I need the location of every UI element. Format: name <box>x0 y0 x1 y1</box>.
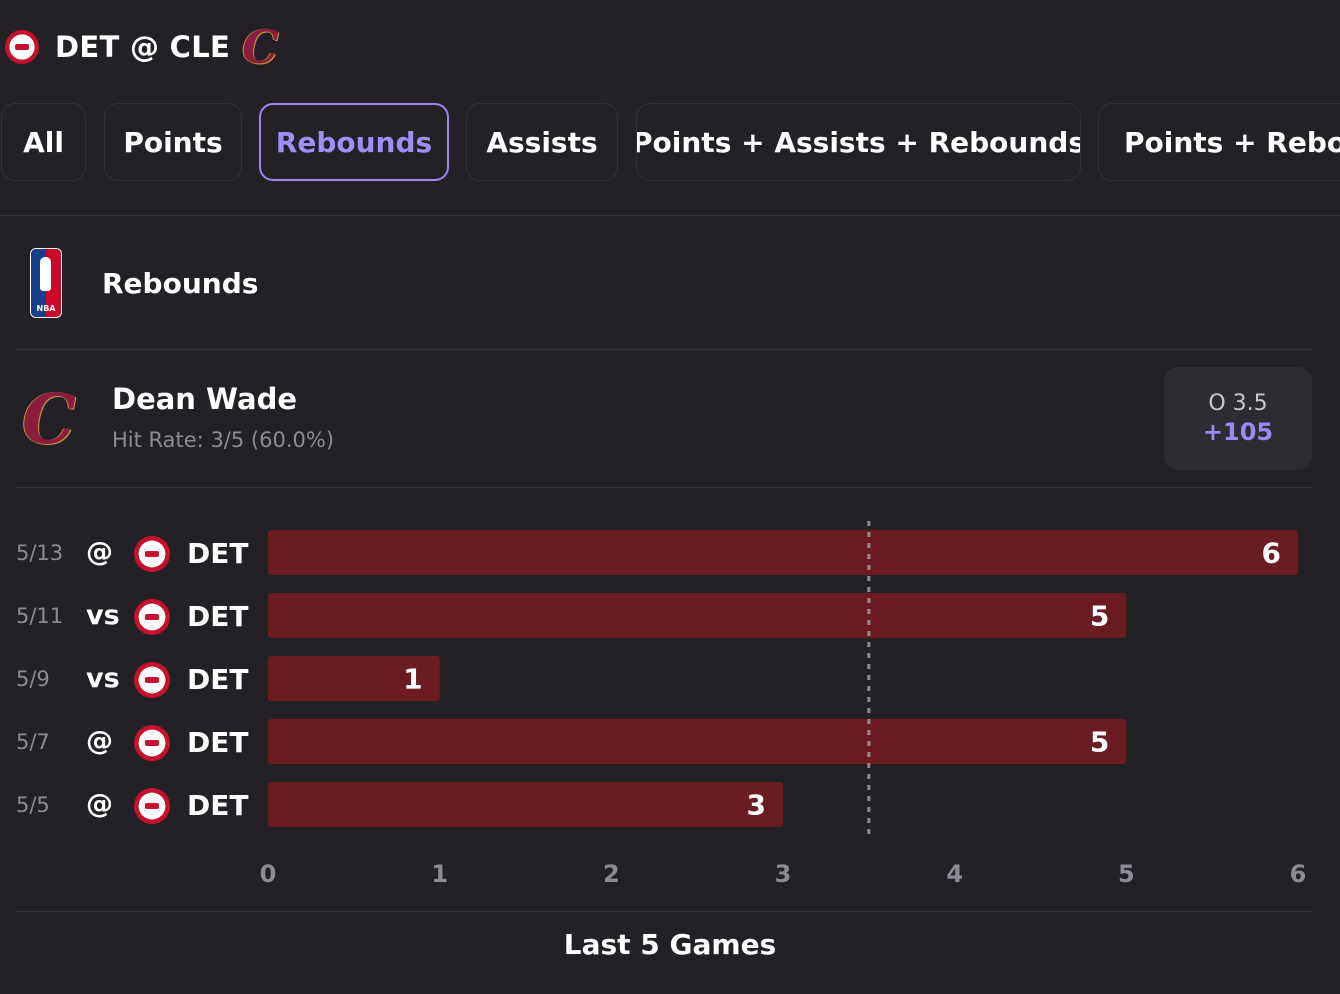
game-date: 5/9 <box>16 667 50 691</box>
game-location: @ <box>86 726 113 757</box>
bar-value-label: 5 <box>1090 600 1109 633</box>
bar-5/11 <box>268 593 1127 638</box>
section-title: Rebounds <box>102 266 259 300</box>
game-row-label: 5/9 vs DET <box>0 657 260 703</box>
bar-5/9 <box>268 656 440 701</box>
tab-points-rebounds[interactable]: Points + Rebour <box>1098 103 1340 181</box>
divider <box>15 349 1312 350</box>
x-tick-label: 3 <box>775 860 792 888</box>
chart-title: Last 5 Games <box>563 928 777 961</box>
tab-points[interactable]: Points <box>104 103 242 181</box>
bar-5/13 <box>268 530 1298 575</box>
game-date: 5/7 <box>16 730 50 754</box>
tab-all[interactable]: All <box>1 103 86 181</box>
odds-button[interactable]: O 3.5 +105 <box>1164 367 1312 470</box>
game-opponent: DET <box>187 600 249 633</box>
bar-value-label: 3 <box>747 789 766 822</box>
tab-assists[interactable]: Assists <box>466 103 618 181</box>
game-date: 5/5 <box>16 793 50 817</box>
tab-points-assists-rebounds[interactable]: Points + Assists + Rebounds <box>636 103 1081 181</box>
x-tick-label: 5 <box>1118 860 1135 888</box>
odds-line: O 3.5 <box>1208 391 1268 416</box>
tab-rebounds[interactable]: Rebounds <box>259 103 449 181</box>
stat-tabs: All Points Rebounds Assists Points + Ass… <box>0 103 1340 183</box>
bar-5/7 <box>268 719 1127 764</box>
game-opponent: DET <box>187 726 249 759</box>
odds-price: +105 <box>1202 418 1274 446</box>
game-location: @ <box>86 789 113 820</box>
section-heading: NBA Rebounds <box>30 248 258 318</box>
x-tick-label: 4 <box>946 860 963 888</box>
x-tick-label: 6 <box>1290 860 1307 888</box>
game-opponent: DET <box>187 537 249 570</box>
pistons-logo-icon <box>5 30 39 64</box>
game-row-label: 5/7 @ DET <box>0 720 260 766</box>
pistons-logo-icon <box>134 599 170 635</box>
pistons-logo-icon <box>134 536 170 572</box>
game-opponent: DET <box>187 663 249 696</box>
bar-value-label: 6 <box>1262 537 1281 570</box>
hit-rate: Hit Rate: 3/5 (60.0%) <box>112 428 335 452</box>
bar-value-label: 5 <box>1090 726 1109 759</box>
x-tick-label: 1 <box>431 860 448 888</box>
matchup-title: DET @ CLE <box>55 30 231 64</box>
cavaliers-logo-icon: C <box>22 380 77 460</box>
game-row-label: 5/13 @ DET <box>0 531 260 577</box>
pistons-logo-icon <box>134 788 170 824</box>
pistons-logo-icon <box>134 662 170 698</box>
game-location: @ <box>86 537 113 568</box>
game-location: vs <box>86 600 120 631</box>
game-row-label: 5/11 vs DET <box>0 594 260 640</box>
nba-logo-icon: NBA <box>30 248 62 318</box>
game-row-label: 5/5 @ DET <box>0 783 260 829</box>
divider <box>15 487 1312 488</box>
x-tick-label: 2 <box>603 860 620 888</box>
game-opponent: DET <box>187 789 249 822</box>
game-date: 5/11 <box>16 604 64 628</box>
bar-5/5 <box>268 782 783 827</box>
divider <box>15 911 1312 912</box>
player-name: Dean Wade <box>112 382 298 416</box>
bar-value-label: 1 <box>403 663 422 696</box>
matchup-header: DET @ CLE C <box>5 20 279 74</box>
pistons-logo-icon <box>134 725 170 761</box>
game-location: vs <box>86 663 120 694</box>
x-tick-label: 0 <box>260 860 277 888</box>
divider <box>0 215 1340 216</box>
game-date: 5/13 <box>16 541 64 565</box>
cavaliers-logo-icon: C <box>242 20 279 74</box>
